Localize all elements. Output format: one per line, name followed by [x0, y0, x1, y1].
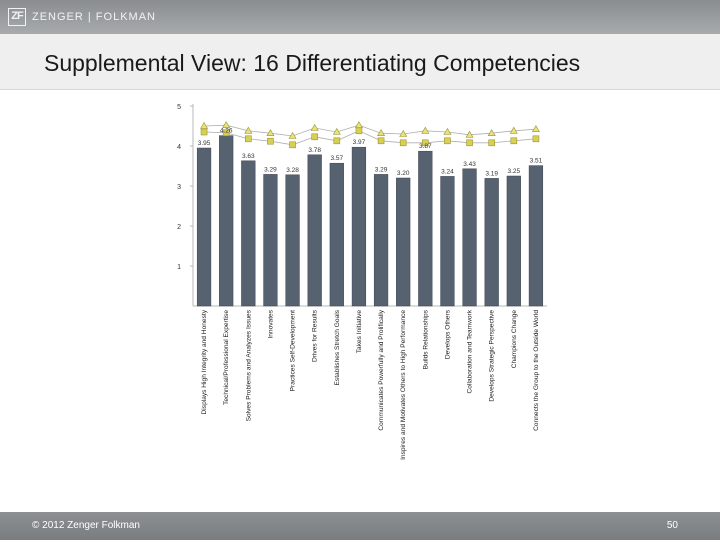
bar	[219, 135, 234, 307]
value-label: 3.28	[286, 167, 299, 174]
value-label: 3.43	[463, 161, 476, 168]
square-marker	[399, 139, 407, 147]
category-label: Drives for Results	[312, 309, 319, 362]
bar	[196, 147, 212, 307]
category-label: Practices Self-Development	[290, 310, 297, 392]
y-tick-label: 3	[177, 184, 181, 191]
bar	[263, 174, 278, 307]
category-label: Takes Initiative	[356, 310, 363, 354]
bar	[484, 178, 499, 307]
value-label: 4.26	[220, 128, 233, 135]
triangle-marker	[332, 127, 341, 135]
category-label: Communicates Powerfully and Prolifically	[378, 309, 385, 430]
value-label: 3.78	[308, 147, 321, 154]
square-marker	[222, 129, 230, 137]
triangle-marker	[354, 121, 363, 129]
category-label: Solves Problems and Analyzes Issues	[245, 309, 252, 421]
y-tick-label: 4	[177, 144, 181, 151]
bar-chart: 1 2 3 4 5 3.95 4.26 3.63 3.29 3.28 3.78 3.57 3.97 3.2…	[177, 104, 547, 460]
square-marker	[333, 137, 341, 145]
category-label: Establishes Stretch Goals	[334, 309, 341, 385]
bar	[528, 165, 544, 307]
triangle-marker	[487, 129, 496, 137]
square-marker	[422, 139, 429, 147]
bar	[418, 150, 433, 307]
bar	[241, 160, 256, 307]
bar	[285, 174, 300, 307]
y-tick-label: 5	[177, 104, 181, 111]
square-marker	[311, 133, 318, 141]
bar	[307, 154, 322, 307]
logo-mark: ZF	[8, 8, 26, 26]
square-marker	[444, 137, 451, 145]
triangle-marker	[443, 127, 452, 135]
triangle-series-line	[204, 124, 536, 137]
category-label: Develops Strategic Perspective	[489, 310, 496, 402]
triangle-marker	[531, 125, 540, 133]
logo-text: ZENGER | FOLKMAN	[32, 11, 156, 23]
chart-area: 1 2 3 4 5 3.95 4.26 3.63 3.29 3.28 3.78 3.57 3.97 3.2…	[0, 90, 720, 510]
value-label: 3.87	[419, 143, 432, 150]
slide-number: 50	[666, 520, 678, 531]
y-tick-label: 2	[177, 224, 181, 231]
top-banner: ZF ZENGER | FOLKMAN	[0, 0, 720, 34]
square-marker	[532, 135, 540, 143]
value-label: 3.19	[485, 170, 498, 177]
square-marker	[377, 137, 385, 145]
triangle-marker	[399, 129, 408, 137]
triangle-marker	[288, 131, 297, 139]
bar	[440, 176, 455, 307]
square-marker	[267, 137, 274, 145]
y-tick-label: 1	[177, 264, 181, 271]
category-label: Connects the Group to the Outside World	[533, 310, 540, 431]
square-marker	[245, 135, 252, 143]
triangle-marker	[421, 126, 430, 134]
category-label: Displays High Integrity and Honesty	[201, 309, 208, 414]
square-marker	[488, 139, 495, 147]
value-label: 3.97	[353, 139, 366, 146]
footer: © 2012 Zenger Folkman 50	[0, 512, 720, 540]
bar	[351, 146, 367, 307]
bar	[373, 174, 389, 307]
bar	[462, 168, 477, 307]
triangle-marker	[200, 121, 209, 129]
bar	[506, 175, 521, 307]
value-label: 3.20	[397, 170, 410, 177]
value-label: 3.29	[375, 166, 388, 173]
value-label: 3.95	[198, 140, 211, 147]
bar	[396, 177, 411, 307]
category-label: Technical/Professional Expertise	[223, 310, 230, 405]
value-label: 3.25	[507, 168, 520, 175]
bar	[329, 162, 344, 307]
slide-title: Supplemental View: 16 Differentiating Co…	[44, 50, 581, 76]
company-logo: ZF ZENGER | FOLKMAN	[8, 8, 156, 26]
square-marker	[510, 137, 518, 145]
category-label: Builds Relationships	[422, 309, 429, 369]
category-label: Develops Others	[444, 309, 451, 359]
category-label: Collaboration and Teamwork	[467, 309, 474, 393]
value-label: 3.29	[264, 166, 277, 173]
triangle-marker	[509, 126, 518, 134]
copyright-text: © 2012 Zenger Folkman	[32, 520, 140, 531]
square-marker	[200, 128, 208, 136]
square-marker	[355, 127, 363, 135]
triangle-marker	[465, 130, 474, 138]
category-label: Champions Change	[511, 310, 518, 369]
value-label: 3.51	[530, 158, 543, 165]
square-marker	[289, 141, 296, 149]
category-label: Innovates	[267, 309, 274, 338]
value-label: 3.24	[441, 168, 454, 175]
triangle-marker	[222, 121, 231, 129]
title-band: Supplemental View: 16 Differentiating Co…	[0, 34, 720, 90]
value-label: 3.57	[330, 155, 343, 162]
triangle-marker	[310, 123, 319, 131]
square-series-line	[204, 130, 536, 146]
square-marker	[466, 139, 473, 147]
triangle-marker	[266, 129, 275, 137]
value-label: 3.63	[242, 153, 255, 160]
triangle-marker	[244, 126, 253, 134]
category-label: Inspires and Motivates Others to High Pe…	[400, 310, 407, 460]
triangle-marker	[377, 129, 386, 137]
